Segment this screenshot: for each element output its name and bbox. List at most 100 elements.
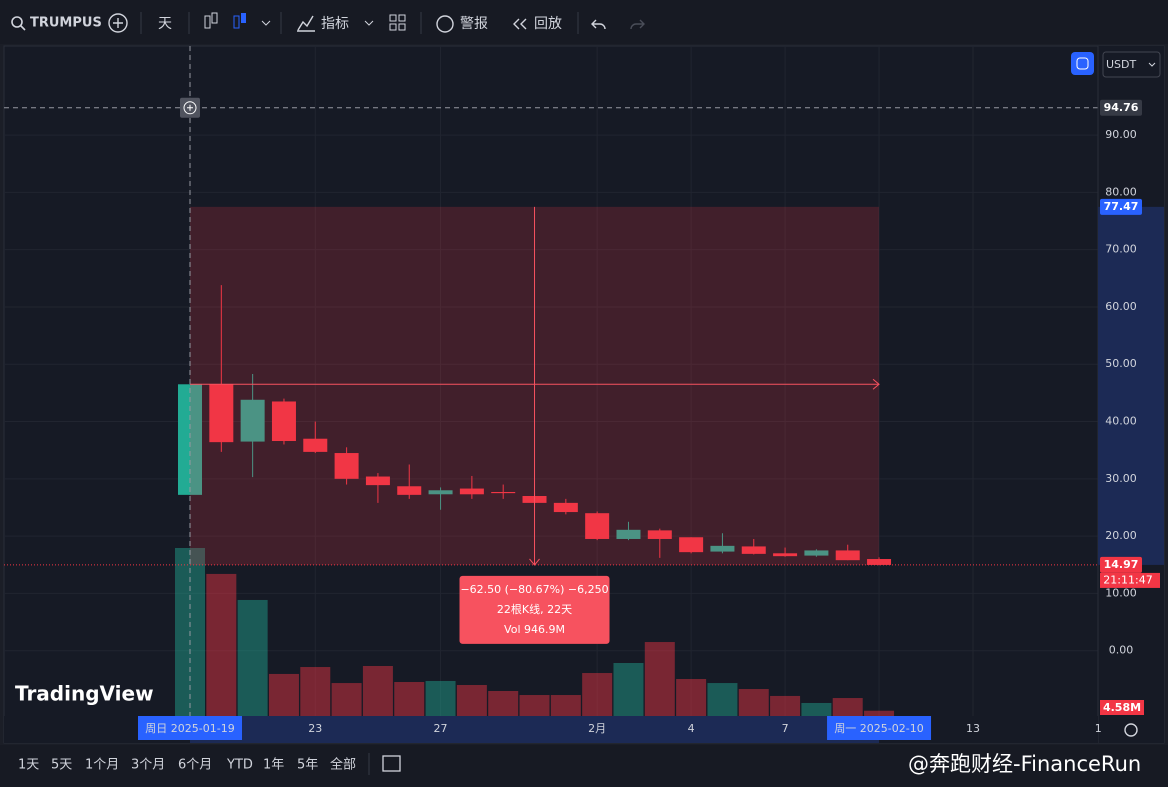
- arrow-head: [872, 378, 880, 390]
- replay-icon[interactable]: [513, 18, 527, 30]
- measure-start-price-box: [1100, 198, 1142, 215]
- credit-watermark: @奔跑财经-FinanceRun: [908, 752, 1141, 776]
- sync-icon: [1076, 57, 1089, 70]
- volume-bar: [206, 573, 237, 716]
- candle-body: [867, 559, 892, 565]
- overlays: −62.50 (−80.67%) −6,250 22根K线, 22天 Vol 946…: [4, 46, 1098, 716]
- crosshair-price-box: [1100, 99, 1142, 116]
- top-toolbar: [0, 0, 1168, 44]
- candles-icon[interactable]: [233, 15, 240, 29]
- y-tick-label: 0.00: [1109, 644, 1134, 657]
- range-button[interactable]: YTD: [226, 758, 253, 773]
- measure-label: [459, 575, 610, 644]
- y-tick-label: 80.00: [1105, 185, 1137, 198]
- volume-bar: [801, 702, 832, 716]
- measure-start-price: 77.47: [1104, 200, 1139, 213]
- range-button[interactable]: 5天: [51, 758, 72, 773]
- indicators[interactable]: 指标: [321, 16, 349, 32]
- candle-body: [553, 502, 578, 513]
- volume-bar: [770, 695, 801, 716]
- candles: [178, 285, 892, 566]
- volume-bar: [550, 695, 581, 716]
- y-tick-label: 70.00: [1105, 243, 1137, 256]
- logo: TradingView: [15, 682, 154, 706]
- search-icon[interactable]: [11, 16, 23, 28]
- replay[interactable]: 回放: [534, 16, 562, 32]
- candle-body: [679, 537, 704, 553]
- currency-select[interactable]: [1102, 51, 1161, 78]
- volume-bar: [519, 695, 550, 716]
- volume-bar: [331, 683, 362, 716]
- volume-bar: [300, 667, 331, 716]
- candle-body: [303, 438, 328, 452]
- x-tick-label: 23: [308, 722, 322, 735]
- volume-bar: [676, 679, 707, 716]
- redo[interactable]: [630, 19, 645, 30]
- x-tick-label: 13: [966, 722, 980, 735]
- add-symbol[interactable]: [108, 13, 128, 33]
- bottom-toolbar: [0, 745, 1168, 787]
- crosshair-plus-icon: [183, 101, 197, 115]
- range-button[interactable]: 3个月: [131, 758, 165, 773]
- volume-bar: [644, 642, 675, 716]
- y-tick-label: 50.00: [1105, 357, 1137, 370]
- measure-text: −62.50 (−80.67%) −6,250: [460, 583, 608, 596]
- chevron[interactable]: [364, 20, 374, 26]
- alerts[interactable]: 警报: [460, 16, 488, 32]
- volume-bar: [707, 683, 738, 716]
- y-tick-label: 60.00: [1105, 300, 1137, 313]
- x-tick-label: 1: [1095, 722, 1102, 735]
- volume-pane: [175, 548, 895, 716]
- candle-body: [741, 546, 766, 554]
- sync-button[interactable]: [1071, 52, 1094, 75]
- bars-icon[interactable]: [204, 15, 211, 29]
- time-label-box: [827, 716, 932, 740]
- symbol[interactable]: TRUMPUS: [30, 16, 102, 31]
- candle-body: [428, 490, 453, 495]
- y-tick-label: 90.00: [1105, 128, 1137, 141]
- volume-bar: [268, 673, 299, 716]
- candle-body: [773, 553, 798, 557]
- y-tick-label: 30.00: [1105, 472, 1137, 485]
- x-tick-label: 2月: [588, 722, 606, 735]
- interval[interactable]: 天: [158, 16, 172, 32]
- y-tick-label: 40.00: [1105, 415, 1137, 428]
- x-tick-label: 周一 2025-02-10: [834, 722, 923, 735]
- volume-bar: [394, 682, 425, 716]
- range-button[interactable]: 5年: [297, 758, 318, 773]
- candle-body: [334, 453, 359, 479]
- range-button[interactable]: 1年: [263, 758, 284, 773]
- y-tick-label: 10.00: [1105, 586, 1137, 599]
- volume-bar: [362, 665, 393, 716]
- range-button[interactable]: 6个月: [178, 758, 212, 773]
- date-range-icon[interactable]: [382, 755, 401, 772]
- volume-label: 4.58M: [1103, 701, 1141, 714]
- layout-icon[interactable]: [389, 14, 406, 31]
- undo[interactable]: [591, 19, 606, 30]
- range-button[interactable]: 全部: [330, 757, 356, 773]
- candle-body: [835, 550, 860, 561]
- volume-bar: [613, 662, 644, 716]
- candle-body: [240, 399, 265, 442]
- time-range-highlight: [190, 716, 880, 743]
- indicator-icon[interactable]: [297, 15, 315, 32]
- candle-body: [178, 384, 202, 495]
- price-range-highlight: [1098, 206, 1164, 565]
- currency[interactable]: USDT: [1106, 58, 1137, 71]
- range-button[interactable]: 1个月: [85, 758, 119, 773]
- volume-bar: [864, 710, 895, 716]
- chevron[interactable]: [261, 20, 271, 26]
- alert-icon[interactable]: [436, 15, 454, 33]
- settings[interactable]: [1124, 723, 1138, 737]
- countdown: 21:11:47: [1103, 573, 1152, 586]
- x-tick-label: 周日 2025-01-19: [145, 722, 234, 735]
- x-tick-label: 4: [688, 722, 695, 735]
- measure-text: Vol 946.9M: [504, 623, 565, 636]
- volume-bar: [832, 698, 863, 716]
- add-icon: [113, 18, 123, 28]
- range-button[interactable]: 1天: [18, 758, 39, 773]
- candle-body: [585, 513, 610, 539]
- candle-body: [365, 476, 390, 486]
- time-label-box: [138, 716, 242, 740]
